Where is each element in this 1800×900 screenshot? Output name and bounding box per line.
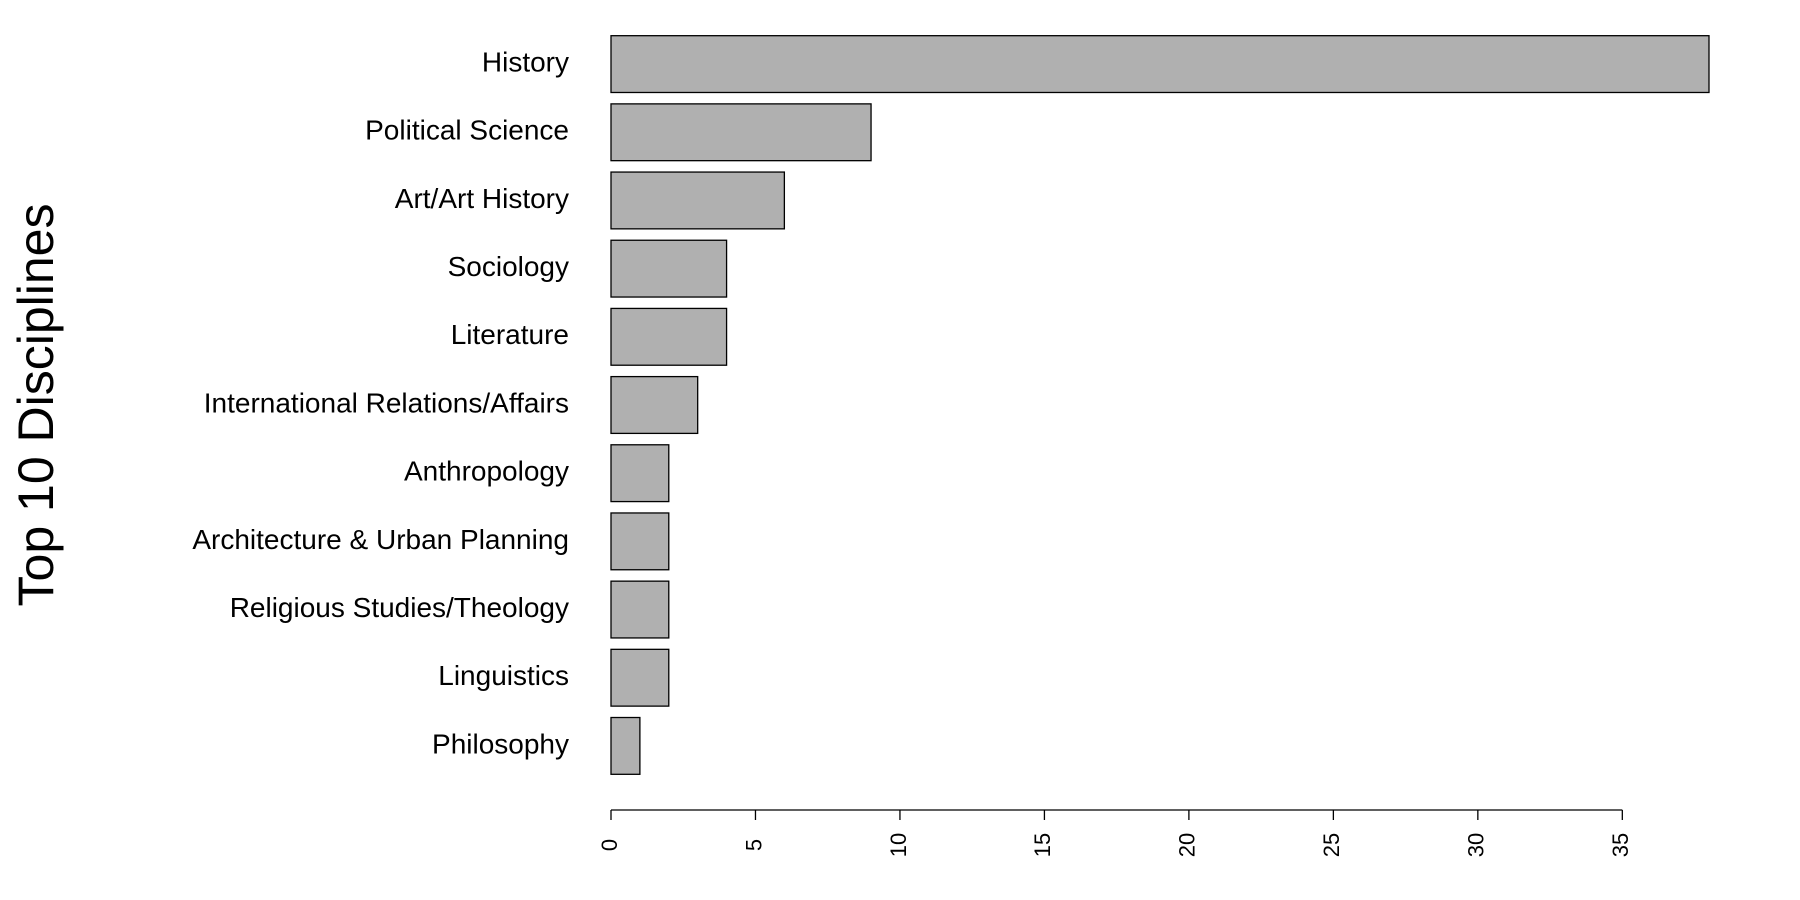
y-tick-label: Art/Art History xyxy=(395,183,569,214)
y-tick-label: International Relations/Affairs xyxy=(204,387,569,418)
bar xyxy=(610,35,1710,94)
x-tick-label: 35 xyxy=(1608,833,1633,857)
x-tick-label: 15 xyxy=(1030,833,1055,857)
x-tick-label: 25 xyxy=(1319,833,1344,857)
bar xyxy=(610,512,670,571)
x-tick-label: 0 xyxy=(597,839,622,851)
y-tick-label: Anthropology xyxy=(404,456,569,487)
y-tick-label: Philosophy xyxy=(432,728,569,759)
y-tick-label: Religious Studies/Theology xyxy=(230,592,569,623)
y-tick-label: History xyxy=(482,46,569,77)
bar xyxy=(610,444,670,503)
x-tick-label: 30 xyxy=(1464,833,1489,857)
bar xyxy=(610,171,786,230)
x-tick-label: 5 xyxy=(741,839,766,851)
y-tick-label: Literature xyxy=(451,319,569,350)
y-tick-label: Linguistics xyxy=(438,660,569,691)
y-tick-label: Political Science xyxy=(365,115,569,146)
bar xyxy=(610,375,699,435)
bar xyxy=(610,239,728,298)
y-tick-label: Sociology xyxy=(448,251,569,282)
x-tick-label: 20 xyxy=(1175,833,1200,857)
bar xyxy=(610,716,641,775)
bar xyxy=(610,307,728,366)
y-tick-label: Architecture & Urban Planning xyxy=(192,524,569,555)
bar xyxy=(610,103,872,162)
y-axis-label: Top 10 Disciplines xyxy=(8,204,64,607)
bar xyxy=(610,648,670,707)
bar xyxy=(610,580,670,639)
x-tick-label: 10 xyxy=(886,833,911,857)
